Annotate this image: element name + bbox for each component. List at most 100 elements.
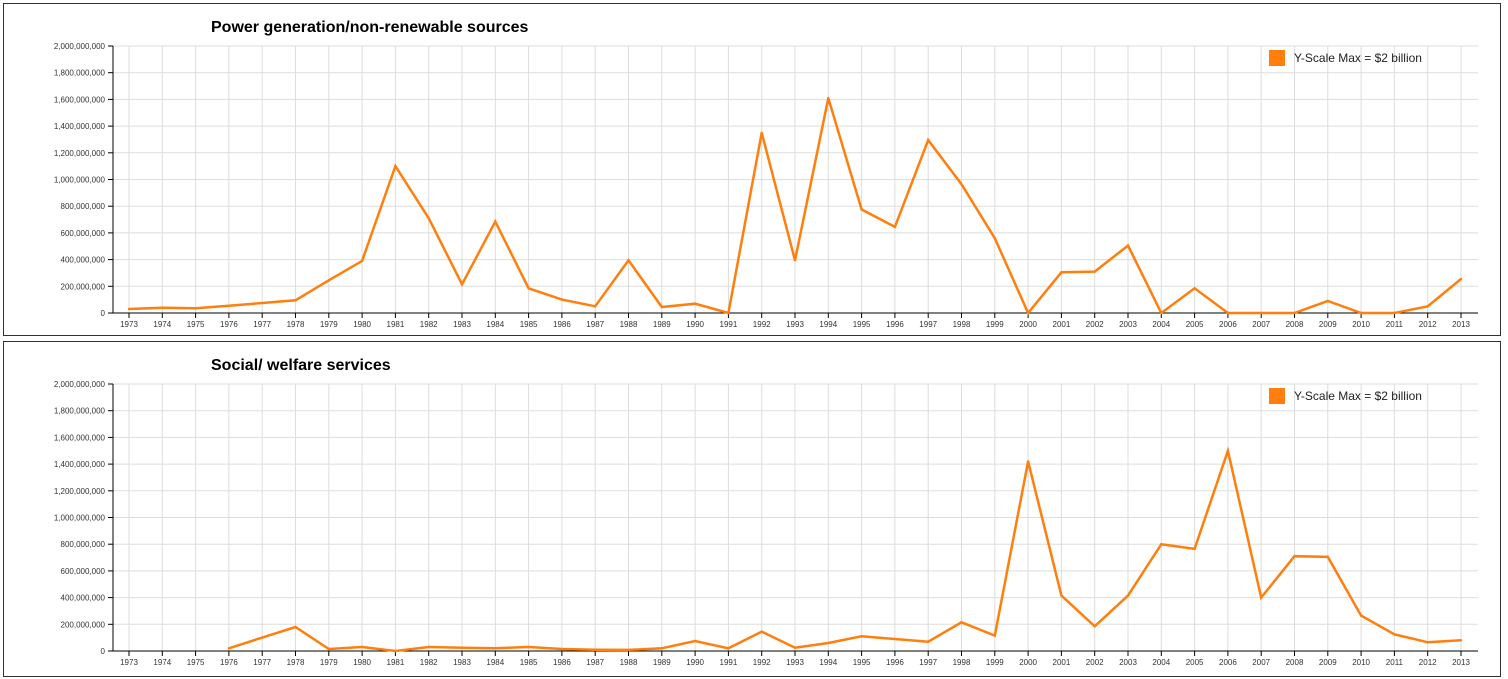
data-point — [527, 645, 530, 649]
data-point — [494, 220, 497, 223]
data-point — [760, 131, 763, 134]
x-tick-label: 2001 — [1053, 658, 1071, 667]
data-point — [1060, 594, 1063, 597]
x-tick-label: 1992 — [753, 320, 771, 329]
data-point — [660, 647, 663, 650]
data-point — [327, 279, 330, 282]
y-tick-label: 400,000,000 — [61, 256, 106, 265]
data-point — [1359, 614, 1363, 617]
data-point — [261, 636, 264, 639]
x-tick-label: 2006 — [1219, 658, 1237, 667]
x-tick-label: 1983 — [453, 320, 471, 329]
series-line — [228, 446, 1462, 653]
y-tick-label: 0 — [101, 309, 106, 318]
x-tick-label: 1993 — [786, 320, 804, 329]
data-point — [1126, 594, 1130, 597]
x-tick-label: 1999 — [986, 658, 1004, 667]
data-point — [893, 225, 897, 229]
data-point — [627, 259, 630, 262]
data-point — [727, 647, 730, 650]
x-tick-label: 1973 — [120, 320, 138, 329]
x-tick-label: 1999 — [986, 320, 1004, 329]
y-tick-label: 1,600,000,000 — [54, 95, 106, 104]
x-tick-label: 2007 — [1252, 320, 1270, 329]
x-tick-label: 2010 — [1352, 320, 1370, 329]
data-point — [594, 305, 597, 308]
data-point — [460, 283, 464, 286]
data-point — [960, 182, 963, 186]
data-point — [227, 304, 231, 307]
x-tick-label: 1978 — [287, 320, 305, 329]
x-tick-label: 1976 — [220, 320, 238, 329]
x-tick-label: 1985 — [520, 320, 538, 329]
line-chart-power-generation: 0 200,000,000 400,000,000 600,000,000 800,00… — [54, 42, 1478, 329]
chart-title: Social/ welfare services — [211, 357, 391, 374]
x-tick-label: 2010 — [1352, 658, 1370, 667]
chart-panel-power-generation: Power generation/non-renewable sources 0… — [3, 3, 1501, 336]
data-point — [1093, 270, 1096, 273]
x-tick-label: 2002 — [1086, 658, 1104, 667]
x-tick-label: 1994 — [819, 658, 837, 667]
x-tick-label: 2000 — [1019, 658, 1037, 667]
x-tick-label: 2003 — [1119, 320, 1137, 329]
x-tick-label: 1979 — [320, 320, 338, 329]
y-tick-label: 1,400,000,000 — [54, 460, 106, 469]
y-tick-label: 1,400,000,000 — [54, 122, 106, 131]
data-point — [360, 645, 364, 649]
data-point — [960, 621, 963, 624]
data-point — [993, 634, 996, 637]
x-tick-label: 1976 — [220, 658, 238, 667]
data-point — [993, 237, 996, 240]
x-tick-label: 1982 — [420, 320, 438, 329]
data-point — [1393, 633, 1396, 636]
x-tick-label: 1997 — [919, 320, 937, 329]
data-point — [827, 96, 830, 100]
data-point — [1193, 547, 1196, 551]
data-point — [1393, 311, 1396, 315]
data-point — [1293, 555, 1296, 558]
x-tick-label: 2005 — [1186, 658, 1204, 667]
x-tick-label: 2007 — [1252, 658, 1270, 667]
data-point — [327, 647, 330, 651]
data-point — [460, 646, 464, 649]
y-tick-label: 200,000,000 — [61, 620, 106, 629]
data-point — [1293, 311, 1296, 315]
data-point — [161, 306, 164, 309]
data-point — [1426, 641, 1429, 644]
data-point — [793, 646, 797, 649]
x-tick-label: 1981 — [387, 658, 405, 667]
legend-label: Y-Scale Max = $2 billion — [1294, 51, 1422, 65]
x-tick-label: 2008 — [1286, 658, 1304, 667]
data-point — [1160, 311, 1163, 315]
x-tick-label: 1992 — [753, 658, 771, 667]
x-tick-label: 1977 — [253, 320, 271, 329]
data-point — [594, 648, 597, 651]
x-tick-label: 2011 — [1386, 658, 1404, 667]
y-tick-label: 1,800,000,000 — [54, 407, 106, 416]
data-point — [660, 305, 663, 309]
data-point — [1359, 311, 1363, 315]
x-tick-label: 2006 — [1219, 320, 1237, 329]
x-tick-label: 1996 — [886, 658, 904, 667]
x-tick-label: 1974 — [153, 320, 171, 329]
x-tick-label: 1982 — [420, 658, 438, 667]
y-tick-label: 1,000,000,000 — [54, 176, 106, 185]
data-point — [227, 647, 231, 650]
x-tick-label: 2001 — [1053, 320, 1071, 329]
x-tick-label: 1985 — [520, 658, 538, 667]
data-point — [1226, 449, 1230, 452]
x-tick-label: 1973 — [120, 658, 138, 667]
x-tick-label: 1974 — [153, 658, 171, 667]
data-point — [1459, 277, 1463, 281]
data-point — [1193, 287, 1196, 290]
x-tick-label: 1987 — [586, 658, 604, 667]
data-point — [860, 208, 863, 211]
x-tick-label: 1989 — [653, 658, 671, 667]
data-point — [560, 647, 564, 651]
x-tick-label: 1994 — [819, 320, 837, 329]
legend-swatch — [1269, 50, 1285, 66]
x-tick-label: 2012 — [1419, 658, 1437, 667]
grid — [113, 45, 1478, 314]
data-point — [927, 640, 930, 643]
x-tick-label: 2003 — [1119, 658, 1137, 667]
